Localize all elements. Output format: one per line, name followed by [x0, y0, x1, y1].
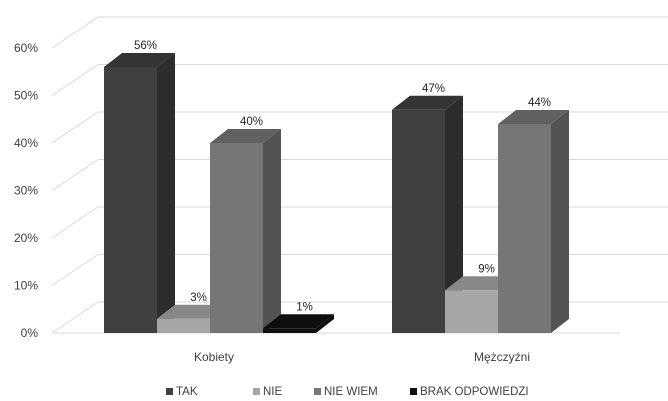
bar-side [157, 53, 175, 333]
legend-item: NIE [253, 386, 283, 398]
legend-item: NIE WIEM [314, 386, 378, 398]
legend-swatch [314, 388, 321, 395]
grid [51, 16, 668, 334]
bar-top [104, 53, 175, 67]
data-label: 47% [422, 83, 445, 95]
data-labels: 56% 3% 40% 1% 47% 9% 44% [134, 40, 551, 313]
data-label: 9% [478, 263, 495, 275]
data-label: 44% [528, 97, 551, 109]
bar-nie-wiem-1 [498, 110, 569, 333]
bar-front [445, 290, 498, 333]
x-axis: Kobiety Mężczyźni [194, 350, 530, 364]
bar-brak-odpowiedzi-0 [263, 314, 334, 333]
gridline-side [51, 159, 99, 191]
bar-tak-0 [104, 53, 175, 333]
data-label: 1% [296, 301, 313, 313]
bar-front [498, 124, 551, 333]
gridline-side [51, 64, 99, 96]
bars [104, 53, 569, 333]
bar-front [210, 143, 263, 333]
y-tick-label: 40% [14, 136, 38, 150]
bar-top [392, 95, 463, 110]
y-tick-label: 0% [21, 326, 39, 340]
y-tick-label: 50% [14, 89, 38, 103]
gridline-side [51, 301, 99, 334]
y-tick-label: 10% [14, 279, 38, 293]
data-label: 3% [190, 292, 207, 304]
bar-front [104, 67, 157, 333]
legend-swatch [253, 388, 260, 395]
bar-top [210, 129, 281, 143]
y-tick-label: 30% [14, 184, 38, 198]
gridline-side [51, 206, 99, 239]
gridline-side [51, 16, 99, 49]
bar-front [157, 318, 210, 333]
y-axis: 0% 10% 20% 30% 40% 50% 60% [14, 41, 38, 340]
bar-nie-wiem-0 [210, 129, 281, 333]
legend: TAK NIE NIE WIEM BRAK ODPOWIEDZI [166, 386, 529, 398]
y-tick-label: 60% [14, 41, 38, 55]
bar-tak-1 [392, 95, 463, 333]
legend-item: TAK [166, 386, 198, 398]
y-tick-label: 20% [14, 231, 38, 245]
bar-side [445, 95, 463, 333]
bar-front [263, 328, 316, 333]
data-label: 56% [134, 40, 157, 52]
bar-side [316, 314, 334, 333]
bar-top [263, 314, 334, 329]
legend-label: BRAK ODPOWIEDZI [420, 386, 529, 398]
legend-label: TAK [176, 386, 198, 398]
bar-side [263, 129, 281, 333]
legend-item: BRAK ODPOWIEDZI [410, 386, 529, 398]
legend-label: NIE [263, 386, 283, 398]
legend-swatch [410, 388, 417, 395]
bar-front [392, 109, 445, 333]
x-tick-label: Kobiety [194, 350, 234, 364]
gridline-side [51, 254, 99, 286]
legend-swatch [166, 388, 173, 395]
bar-side [551, 110, 569, 333]
legend-label: NIE WIEM [324, 386, 378, 398]
data-label: 40% [240, 116, 263, 128]
gridline-side [51, 111, 99, 144]
bar-top [498, 110, 569, 124]
x-tick-label: Mężczyźni [474, 350, 530, 364]
